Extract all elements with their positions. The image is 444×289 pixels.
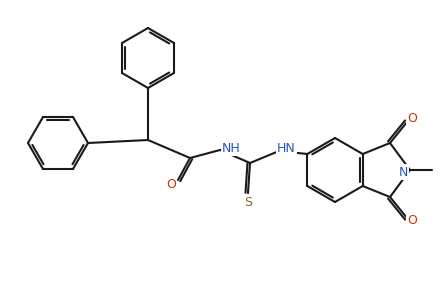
Text: S: S: [244, 195, 252, 208]
Text: O: O: [407, 112, 417, 125]
Text: HN: HN: [277, 142, 296, 155]
Text: NH: NH: [222, 142, 241, 155]
Text: O: O: [166, 179, 176, 192]
Text: N: N: [399, 166, 408, 179]
Text: O: O: [407, 214, 417, 227]
